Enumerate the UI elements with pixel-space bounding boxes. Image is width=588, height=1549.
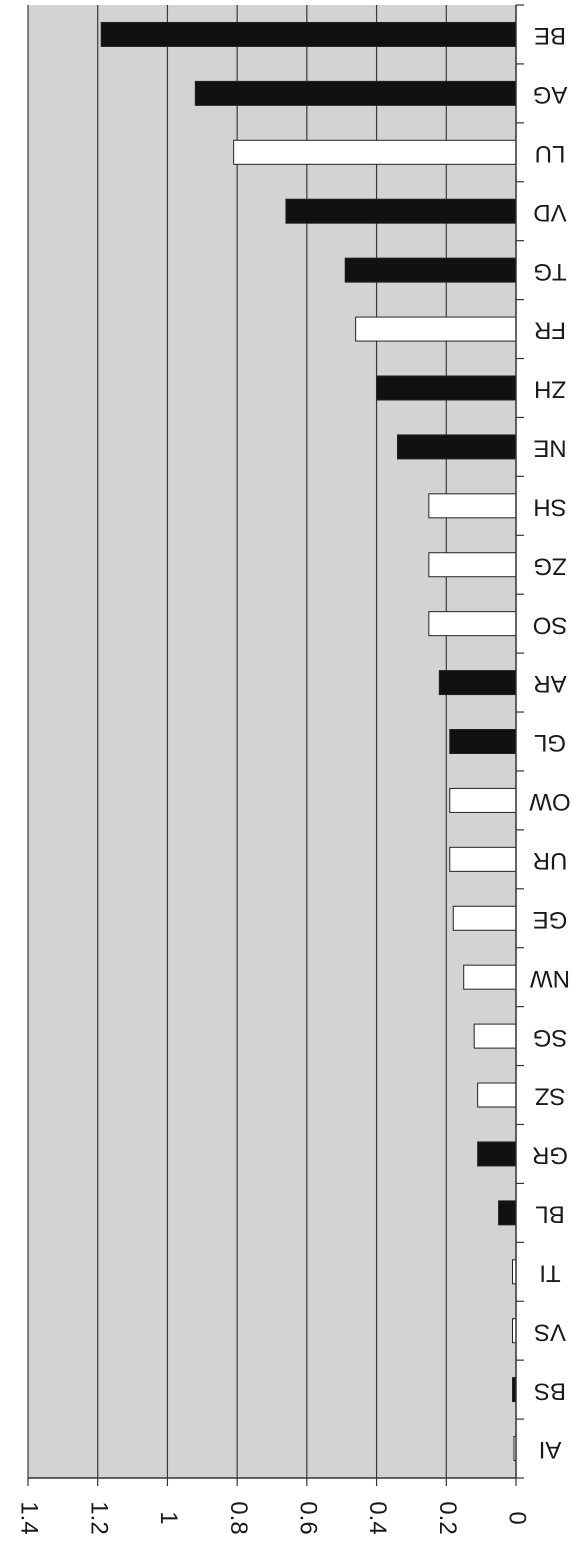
x-tick-label-1.2: 1.2 xyxy=(85,1501,112,1534)
category-label-FR: FR xyxy=(534,317,566,344)
x-tick-label-0.4: 0.4 xyxy=(364,1501,391,1534)
bar-BE xyxy=(100,21,517,47)
category-label-OW: OW xyxy=(529,788,571,815)
x-tick-labels: 0 0.2 0.4 0.6 0.8 1 1.2 1.4 xyxy=(16,1501,531,1534)
category-label-SO: SO xyxy=(533,611,568,638)
bar-NE xyxy=(396,434,517,460)
x-tick-label-0.8: 0.8 xyxy=(225,1501,252,1534)
bar-NW xyxy=(463,964,517,990)
bar-TG xyxy=(344,257,517,283)
bar-BL xyxy=(498,1200,517,1226)
category-label-GE: GE xyxy=(533,906,568,933)
bar-OW xyxy=(449,787,517,813)
plot-background xyxy=(28,5,516,1478)
bar-GR xyxy=(477,1141,517,1167)
bar-AG xyxy=(194,80,517,106)
bar-AR xyxy=(438,670,517,696)
bar-GE xyxy=(452,905,517,931)
bar-ZG xyxy=(428,552,517,578)
category-label-SH: SH xyxy=(533,493,566,520)
axes xyxy=(27,4,524,1486)
category-label-SG: SG xyxy=(533,1024,568,1051)
bar-SZ xyxy=(477,1082,517,1108)
category-label-VD: VD xyxy=(533,199,566,226)
category-label-LU: LU xyxy=(535,140,566,167)
category-label-ZH: ZH xyxy=(534,376,566,403)
bar-FR xyxy=(355,316,517,342)
bar-SH xyxy=(428,493,517,519)
category-label-TG: TG xyxy=(533,258,566,285)
category-label-ZG: ZG xyxy=(533,552,566,579)
category-label-AR: AR xyxy=(533,670,566,697)
category-label-BS: BS xyxy=(534,1377,566,1404)
category-labels: BE AG LU VD TG FR ZH NE SH ZG SO AR GL OW UR GE NW SG SZ GR… xyxy=(529,22,571,1463)
category-label-NW: NW xyxy=(530,965,570,992)
bar-SG xyxy=(473,1023,517,1049)
category-label-UR: UR xyxy=(533,847,568,874)
bars xyxy=(100,21,517,1462)
bar-SO xyxy=(428,611,517,637)
category-label-GL: GL xyxy=(534,729,566,756)
bar-UR xyxy=(449,846,517,872)
category-label-AG: AG xyxy=(533,81,568,108)
x-tick-label-1: 1 xyxy=(155,1511,182,1524)
bar-ZH xyxy=(376,375,517,401)
x-tick-label-0.6: 0.6 xyxy=(295,1501,322,1534)
x-tick-label-1.4: 1.4 xyxy=(16,1501,43,1534)
bar-VD xyxy=(285,198,517,224)
category-label-TI: TI xyxy=(539,1259,560,1286)
bar-LU xyxy=(233,139,517,165)
x-tick-label-0: 0 xyxy=(504,1511,531,1524)
x-tick-label-0.2: 0.2 xyxy=(434,1501,461,1534)
category-label-SZ: SZ xyxy=(535,1083,566,1110)
category-label-AI: AI xyxy=(539,1436,562,1463)
gridlines xyxy=(27,5,447,1478)
bar-GL xyxy=(449,729,517,754)
category-label-NE: NE xyxy=(533,435,566,462)
category-label-GR: GR xyxy=(532,1142,568,1169)
plot-area xyxy=(28,5,516,1478)
category-label-BE: BE xyxy=(534,22,566,49)
category-label-VS: VS xyxy=(534,1318,566,1345)
category-label-BL: BL xyxy=(535,1201,564,1228)
